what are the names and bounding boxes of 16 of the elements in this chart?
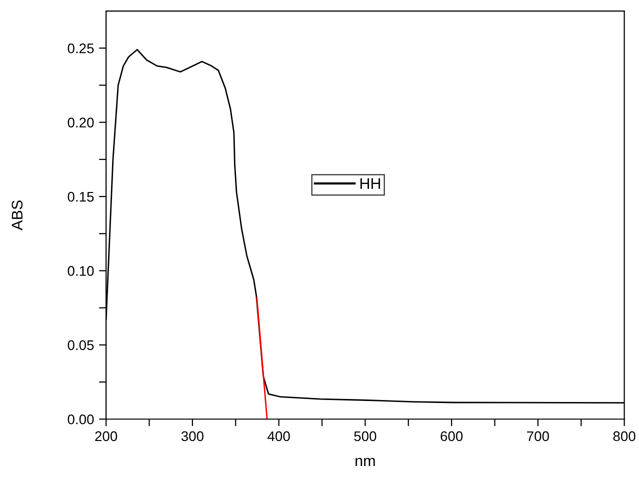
x-tick-label: 800 [613, 431, 636, 442]
x-tick-label: 600 [440, 431, 463, 442]
y-tick-label: 0.00 [68, 414, 94, 424]
y-tick-label: 0.10 [68, 266, 94, 276]
y-axis-title: ABS [12, 200, 23, 230]
x-tick-label: 200 [95, 431, 118, 442]
x-tick-label: 400 [268, 431, 290, 442]
y-tick-label: 0.20 [68, 118, 94, 128]
y-tick-label: 0.25 [68, 43, 94, 54]
x-axis-title: nm [356, 458, 375, 466]
y-tick-label: 0.05 [68, 340, 94, 350]
x-tick-label: 500 [354, 431, 376, 442]
x-tick-label: 700 [527, 431, 549, 442]
y-tick-label: 0.15 [68, 192, 94, 202]
legend-label: HH [360, 178, 380, 189]
x-tick-label: 300 [181, 431, 204, 442]
